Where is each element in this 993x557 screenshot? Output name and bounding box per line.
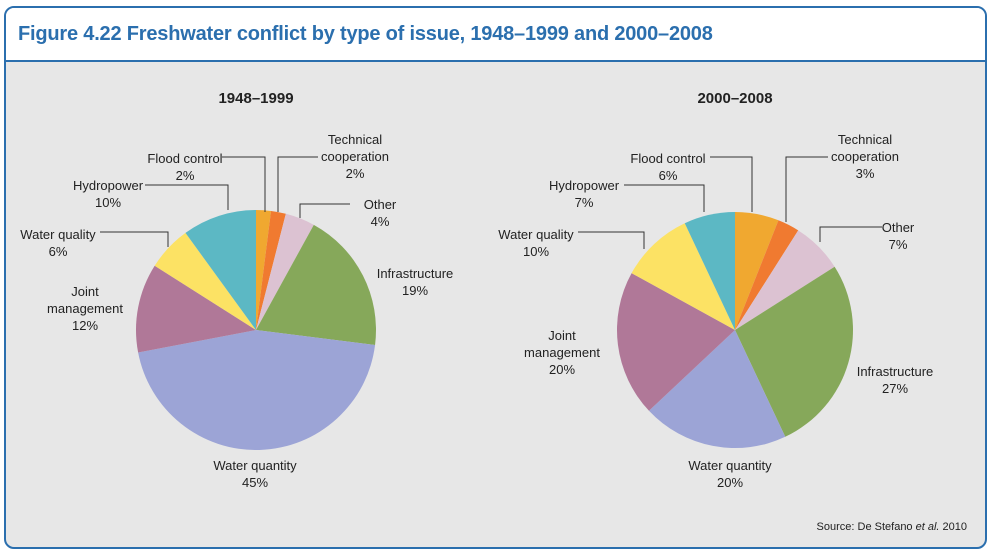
- value-label: 4%: [370, 214, 390, 229]
- category-label: Hydropower: [72, 178, 144, 193]
- category-label: Water quantity: [213, 458, 297, 473]
- pie-slice: [684, 212, 735, 330]
- pie-slice: [256, 210, 286, 330]
- value-label: 10%: [522, 244, 550, 259]
- leader-line: [624, 184, 705, 212]
- category-label: Flood control: [630, 151, 706, 166]
- chart: [100, 156, 882, 451]
- value-label: 6%: [658, 168, 678, 183]
- value-label: 20%: [716, 475, 744, 490]
- pie-slice: [648, 330, 786, 449]
- value-label: 20%: [548, 362, 576, 377]
- pie-slice: [154, 232, 256, 330]
- pie-slice: [136, 265, 256, 353]
- pie-slice: [138, 330, 376, 451]
- slice-label: Water quantity 20%: [660, 457, 800, 491]
- category-label: Flood control: [147, 151, 223, 166]
- pie-slice: [735, 266, 853, 437]
- leader-line: [100, 231, 169, 247]
- figure-title: Figure 4.22 Freshwater conflict by type …: [18, 23, 713, 45]
- leader-line: [299, 203, 350, 218]
- slice-label: Flood control 2%: [115, 150, 255, 184]
- slice-label: Other 4%: [310, 196, 450, 230]
- category-label: Joint management: [47, 284, 123, 316]
- category-label: Infrastructure: [856, 364, 934, 379]
- category-label: Joint management: [524, 328, 600, 360]
- source-text: 2010: [939, 521, 967, 533]
- leader-line: [277, 156, 318, 212]
- pie-slice: [735, 212, 779, 330]
- leader-line: [710, 156, 753, 212]
- pie-slice: [185, 210, 256, 330]
- pie-slice: [617, 273, 735, 411]
- leader-line: [578, 231, 645, 249]
- source: Source: De Stefano et al. 2010: [817, 521, 967, 533]
- slice-label: Technical cooperation 3%: [820, 131, 910, 182]
- pie-slice: [256, 210, 272, 330]
- slice-label: Flood control 6%: [598, 150, 738, 184]
- value-label: 2%: [175, 168, 195, 183]
- category-label: Water quantity: [688, 458, 772, 473]
- leader-line: [222, 156, 266, 212]
- category-label: Other: [363, 197, 397, 212]
- slice-label: Hydropower 7%: [514, 177, 654, 211]
- slice-label: Water quantity 45%: [185, 457, 325, 491]
- value-label: 7%: [888, 237, 908, 252]
- category-label: Water quality: [498, 227, 574, 242]
- slice-label: Water quality 10%: [466, 226, 606, 260]
- slice-label: Infrastructure 27%: [825, 363, 965, 397]
- slice-label: Other 7%: [828, 219, 968, 253]
- slice-label: Joint management 20%: [517, 327, 607, 378]
- category-label: Infrastructure: [376, 266, 454, 281]
- pie-slice: [735, 230, 835, 330]
- source-text: Source: De Stefano: [816, 521, 916, 533]
- value-label: 7%: [574, 195, 594, 210]
- figure-frame: Figure 4.22 Freshwater conflict by type …: [4, 6, 987, 549]
- pie-title: 1948–1999: [218, 90, 294, 107]
- value-label: 2%: [345, 166, 365, 181]
- value-label: 6%: [48, 244, 68, 259]
- value-label: 27%: [881, 381, 909, 396]
- source-emphasis: et al.: [915, 521, 940, 533]
- category-label: Technical cooperation: [831, 132, 899, 164]
- pie-slice: [631, 223, 735, 330]
- leader-line: [785, 156, 828, 222]
- pie-slice: [735, 220, 799, 330]
- pie-slice: [256, 224, 377, 346]
- pie-title: 2000–2008: [697, 90, 773, 107]
- slice-label: Hydropower 10%: [38, 177, 178, 211]
- category-label: Other: [881, 220, 915, 235]
- pie-slice: [256, 213, 314, 330]
- category-label: Hydropower: [548, 178, 620, 193]
- slice-label: Technical cooperation 2%: [310, 131, 400, 182]
- value-label: 3%: [855, 166, 875, 181]
- slice-label: Water quality 6%: [6, 226, 128, 260]
- slice-label: Infrastructure 19%: [345, 265, 485, 299]
- value-label: 45%: [241, 475, 269, 490]
- slice-label: Joint management 12%: [40, 283, 130, 334]
- leader-line: [145, 184, 229, 210]
- category-label: Technical cooperation: [321, 132, 389, 164]
- leader-line: [819, 226, 882, 242]
- value-label: 19%: [401, 283, 429, 298]
- value-label: 12%: [71, 318, 99, 333]
- category-label: Water quality: [20, 227, 96, 242]
- value-label: 10%: [94, 195, 122, 210]
- title-bar: Figure 4.22 Freshwater conflict by type …: [6, 8, 985, 62]
